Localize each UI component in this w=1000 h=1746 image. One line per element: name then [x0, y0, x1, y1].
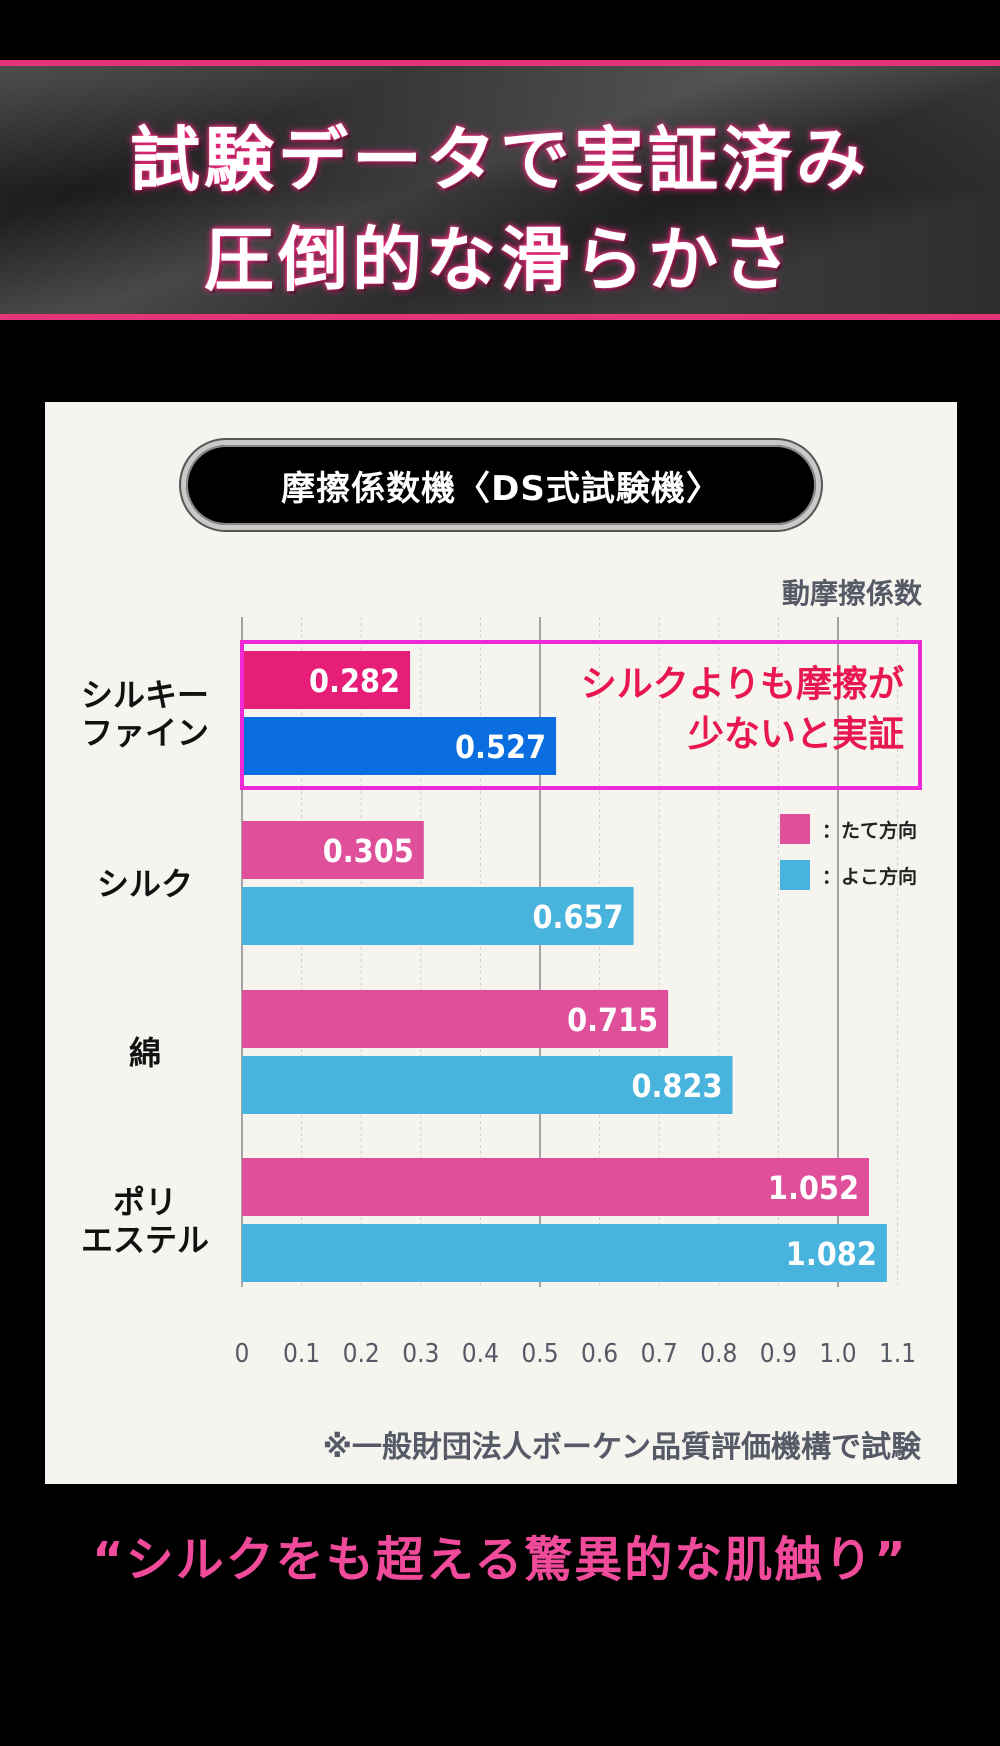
x-tick-label: 1.0: [819, 1339, 856, 1369]
legend-swatch-horizontal: [780, 860, 810, 890]
callout-text: シルクよりも摩擦が 少ないと実証: [581, 660, 904, 760]
x-tick-label: 0.1: [283, 1339, 320, 1369]
bar-value-label: 1.052: [768, 1169, 859, 1207]
bar-vertical: [242, 990, 669, 1048]
bar-value-label: 0.823: [631, 1067, 722, 1105]
x-tick-label: 0: [235, 1339, 250, 1369]
legend-marker: ：: [822, 865, 842, 888]
category-label: 綿: [129, 1034, 161, 1072]
highlight-box: シルクよりも摩擦が 少ないと実証: [240, 640, 922, 790]
x-tick-label: 0.4: [462, 1339, 499, 1369]
category-label: ポリ: [113, 1183, 177, 1221]
source-note: ※一般財団法人ボーケン品質評価機構で試験: [322, 1430, 921, 1465]
chart-panel: 摩擦係数機〈DS式試験機〉 動摩擦係数 0 0.1 0.2 0.3 0.4 0.5 0.6 0…: [45, 402, 957, 1484]
banner-title-line1: 試験データで実証済み: [130, 119, 870, 201]
category-label: ファイン: [81, 714, 209, 752]
legend: ： たて方向 ： よこ方向: [780, 814, 917, 906]
x-tick-label: 0.3: [402, 1339, 439, 1369]
bar-value-label: 0.282: [309, 662, 400, 700]
banner-title-line2: 圧倒的な滑らかさ: [204, 219, 796, 301]
bar-vertical: [242, 651, 411, 709]
x-tick-label: 1.1: [879, 1339, 916, 1369]
bar-value-label: 0.527: [455, 728, 546, 766]
bar-value-label: 0.305: [323, 832, 414, 870]
axis-title: 動摩擦係数: [781, 577, 922, 610]
x-tick-label: 0.8: [700, 1339, 737, 1369]
bar-chart: 0 0.1 0.2 0.3 0.4 0.5 0.6 0.7 0.8 0.9 1.0 1.1 0.282 0…: [81, 617, 916, 1369]
category-label: シルク: [97, 865, 193, 903]
bar-horizontal: [242, 887, 634, 945]
bar-vertical: [242, 821, 424, 879]
callout-line1: シルクよりも摩擦が: [580, 664, 904, 705]
x-tick-label: 0.9: [760, 1339, 797, 1369]
x-tick-label: 0.2: [343, 1339, 380, 1369]
category-label: エステル: [81, 1221, 209, 1259]
bar-horizontal: [242, 1056, 733, 1114]
x-tick-label: 0.7: [641, 1339, 678, 1369]
chart-title-pill: 摩擦係数機〈DS式試験機〉: [181, 440, 821, 530]
category-label: シルキー: [81, 676, 209, 714]
bar-vertical: [242, 1158, 869, 1216]
bar-horizontal: [242, 717, 557, 775]
legend-swatch-vertical: [780, 814, 810, 844]
tagline: “シルクをも超える驚異的な肌触り”: [92, 1532, 908, 1588]
legend-label-vertical: たて方向: [841, 819, 918, 842]
callout-line2: 少ないと実証: [687, 714, 904, 755]
x-tick-label: 0.5: [521, 1339, 558, 1369]
bar-horizontal: [242, 1224, 887, 1282]
bar-value-label: 0.657: [533, 898, 624, 936]
bar-value-label: 1.082: [786, 1235, 877, 1273]
legend-label-horizontal: よこ方向: [841, 865, 918, 888]
bar-value-label: 0.715: [567, 1001, 658, 1039]
legend-marker: ：: [822, 819, 842, 842]
header-banner: 試験データで実証済み 圧倒的な滑らかさ: [0, 60, 1000, 320]
legend-item-horizontal: ： よこ方向: [780, 860, 917, 890]
x-tick-label: 0.6: [581, 1339, 618, 1369]
chart-title: 摩擦係数機〈DS式試験機〉: [281, 468, 721, 509]
legend-item-vertical: ： たて方向: [780, 814, 917, 844]
